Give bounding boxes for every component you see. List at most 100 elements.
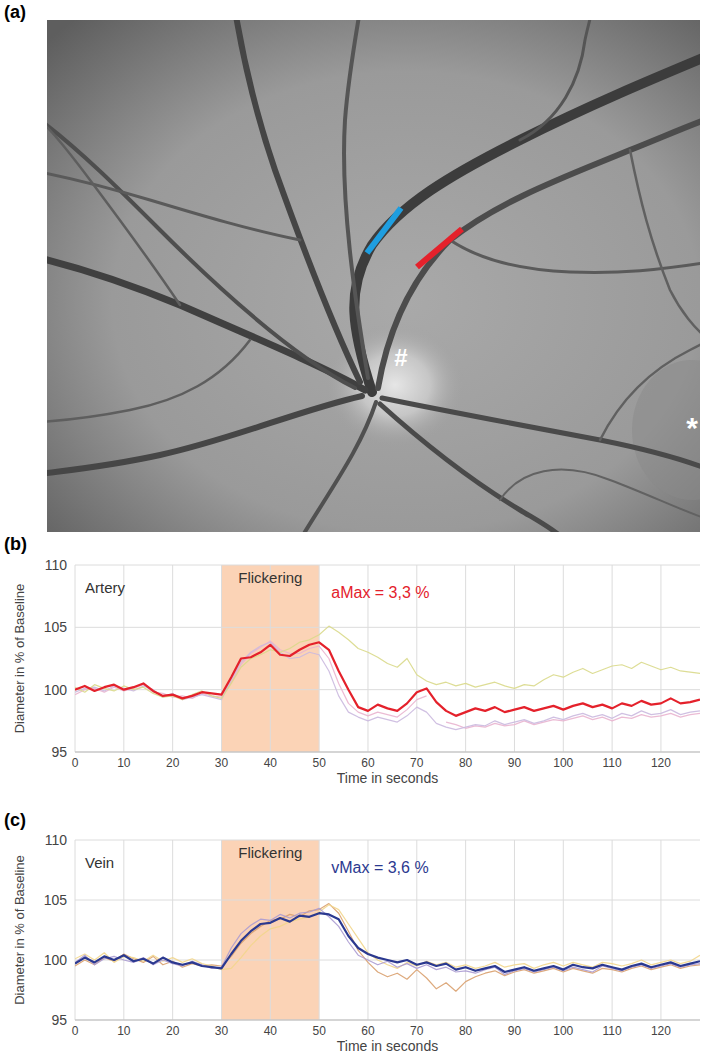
main-series-line	[75, 642, 700, 716]
individual-series-line	[75, 642, 700, 729]
figure: # * (a) (b) (c) 0 10 20 30 40 50 60 70 80 90 100 110 120 9…	[0, 0, 709, 1056]
y-tick-label: 105	[44, 892, 68, 908]
y-axis-label: Diameter in % of Baseline	[12, 855, 27, 1005]
x-tick-label: 10	[117, 1024, 131, 1038]
grid-line-y	[75, 627, 700, 628]
x-tick-label: 40	[264, 756, 278, 770]
vessel	[382, 398, 700, 470]
x-tick-label: 60	[361, 1024, 375, 1038]
x-tick-label: 110	[603, 756, 622, 770]
y-tick-label: 95	[51, 744, 67, 760]
grid-line-x	[221, 565, 222, 752]
vessel	[235, 20, 360, 382]
vessel	[500, 470, 700, 520]
grid-line-x	[563, 840, 564, 1020]
y-tick-label: 95	[51, 1012, 67, 1028]
vessel	[47, 125, 180, 305]
grid-line-x	[270, 565, 271, 752]
max-annotation: aMax = 3,3 %	[331, 584, 429, 601]
grid-line-x	[270, 840, 271, 1020]
x-tick-label: 80	[459, 1024, 473, 1038]
grid-line-x	[563, 565, 564, 752]
panel-label: (c)	[4, 810, 26, 830]
x-tick-label: 70	[410, 756, 424, 770]
x-tick-label: 50	[312, 1024, 326, 1038]
x-tick-label: 50	[312, 756, 326, 770]
max-annotation: vMax = 3,6 %	[331, 859, 428, 876]
vessel	[47, 340, 250, 422]
y-axis-label: Diameter in % of Baseline	[12, 584, 27, 734]
grid-line-x	[123, 840, 124, 1020]
vessel	[47, 120, 355, 388]
x-tick-label: 20	[166, 1024, 180, 1038]
x-tick-label: 30	[215, 756, 229, 770]
panel-label: (b)	[4, 534, 27, 554]
grid-line-y	[75, 840, 700, 841]
vessel	[380, 404, 565, 532]
grid-line-y	[75, 689, 700, 690]
grid-line-x	[172, 565, 173, 752]
main-series-line	[75, 913, 700, 972]
y-tick-label: 110	[45, 832, 68, 848]
vessel	[354, 55, 700, 392]
individual-series-line	[75, 904, 700, 992]
stimulus-band	[221, 565, 319, 752]
y-tick-label: 105	[44, 619, 68, 635]
grid-line-y	[75, 565, 700, 566]
grid-line-x	[319, 565, 320, 752]
x-tick-label: 20	[166, 756, 180, 770]
series-group	[75, 626, 700, 729]
chart-title: Vein	[85, 854, 114, 871]
fundus-image	[47, 20, 700, 532]
stimulus-label: Flickering	[238, 569, 302, 586]
x-tick-label: 120	[651, 1024, 671, 1038]
vein-measure-segment	[367, 208, 401, 253]
vessel	[344, 20, 368, 378]
chart: 010203040506070809010011012095100105110T…	[12, 832, 700, 1054]
grid-line-x	[75, 840, 76, 1020]
x-axis-label: Time in seconds	[337, 1038, 438, 1054]
y-tick-label: 100	[44, 682, 68, 698]
panel-label: (a)	[4, 2, 26, 22]
grid-line-y	[75, 752, 700, 753]
x-tick-label: 60	[361, 756, 375, 770]
x-axis-line	[75, 1020, 700, 1021]
artery-measure-segment	[417, 229, 462, 267]
individual-series-line	[75, 626, 700, 700]
x-tick-label: 90	[508, 1024, 522, 1038]
x-tick-label: 10	[117, 756, 131, 770]
individual-series-line	[75, 908, 700, 974]
grid-line-x	[319, 840, 320, 1020]
grid-line-x	[660, 565, 661, 752]
stimulus-band	[221, 840, 319, 1020]
disc-marker: #	[394, 344, 407, 371]
x-tick-label: 120	[651, 756, 671, 770]
grid-line-x	[172, 840, 173, 1020]
vessel	[47, 396, 362, 474]
vessel	[378, 118, 700, 388]
x-tick-label: 0	[72, 756, 79, 770]
grid-line-x	[465, 565, 466, 752]
individual-series-line	[75, 641, 700, 728]
grid-line-y	[75, 1020, 700, 1021]
grid-line-x	[514, 840, 515, 1020]
grid-line-y	[75, 900, 700, 901]
macula	[632, 360, 700, 500]
chart-title: Artery	[85, 579, 126, 596]
vessel	[47, 172, 300, 240]
x-tick-label: 90	[508, 756, 522, 770]
x-tick-label: 40	[264, 1024, 278, 1038]
chart: 010203040506070809010011012095100105110T…	[12, 557, 700, 786]
macula-marker: *	[686, 411, 698, 444]
x-axis-line	[75, 752, 700, 753]
x-tick-label: 80	[459, 756, 473, 770]
stimulus-label: Flickering	[238, 844, 302, 861]
x-tick-label: 70	[410, 1024, 424, 1038]
x-tick-label: 110	[603, 1024, 622, 1038]
vessel	[600, 340, 700, 440]
vessel	[300, 402, 376, 532]
grid-line-x	[75, 565, 76, 752]
x-tick-label: 30	[215, 1024, 229, 1038]
y-tick-label: 110	[45, 557, 68, 573]
grid-line-x	[221, 840, 222, 1020]
